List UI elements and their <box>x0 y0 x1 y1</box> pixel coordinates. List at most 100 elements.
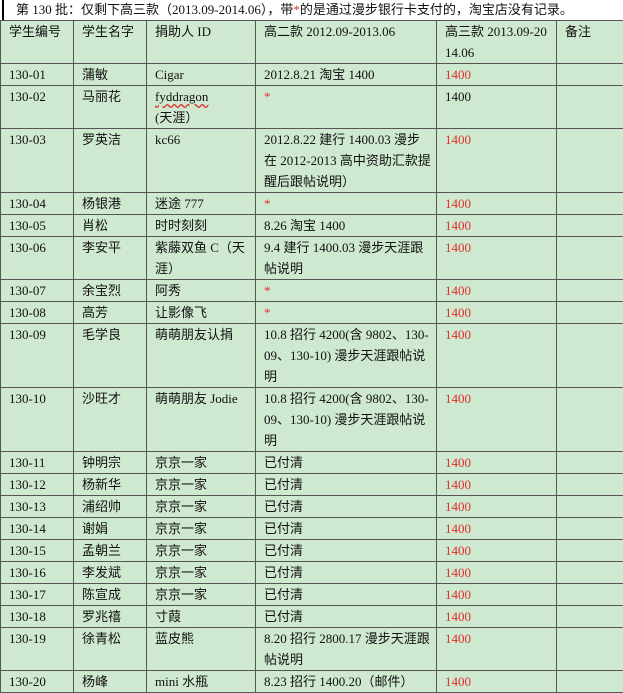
cell-notes <box>557 237 623 280</box>
title-text-after: 的是通过漫步银行卡支付的，淘宝店没有记录。 <box>300 2 573 17</box>
header-notes: 备注 <box>557 21 623 64</box>
cell-donor-id: Cigar <box>147 64 256 86</box>
cell-donor-id: 蓝皮熊 <box>147 628 256 671</box>
cell-donor-id: fyddragon(天涯） <box>147 86 256 129</box>
cell-notes <box>557 302 623 324</box>
cell-student-name: 李发斌 <box>74 562 147 584</box>
cell-donor-id: mini 水瓶 <box>147 671 256 693</box>
cell-student-id: 130-08 <box>1 302 74 324</box>
cell-donor-id: kc66 <box>147 129 256 193</box>
cell-grade3-payment: 1400 <box>437 237 557 280</box>
cell-student-id: 130-01 <box>1 64 74 86</box>
cell-student-id: 130-17 <box>1 584 74 606</box>
cell-grade2-payment: 2012.8.22 建行 1400.03 漫步在 2012-2013 高中资助汇… <box>256 129 437 193</box>
document-title: 第 130 批：仅剩下高三款（2013.09-2014.06），带*的是通过漫步… <box>2 0 623 20</box>
cell-student-name: 高芳 <box>74 302 147 324</box>
cell-donor-id: 京京一家 <box>147 562 256 584</box>
cell-grade2-payment: 已付清 <box>256 496 437 518</box>
cell-student-name: 钟明宗 <box>74 452 147 474</box>
cell-grade2-payment: 10.8 招行 4200(含 9802、130-09、130-10) 漫步天涯跟… <box>256 324 437 388</box>
cell-notes <box>557 584 623 606</box>
cell-grade3-payment: 1400 <box>437 280 557 302</box>
cell-student-name: 杨新华 <box>74 474 147 496</box>
cell-student-id: 130-13 <box>1 496 74 518</box>
cell-notes <box>557 496 623 518</box>
cell-student-id: 130-09 <box>1 324 74 388</box>
header-grade2-payment: 高二款 2012.09-2013.06 <box>256 21 437 64</box>
cell-student-id: 130-20 <box>1 671 74 693</box>
cell-notes <box>557 671 623 693</box>
cell-student-id: 130-19 <box>1 628 74 671</box>
cell-student-name: 蒲敏 <box>74 64 147 86</box>
cell-grade2-payment: * <box>256 193 437 215</box>
cell-student-name: 杨银港 <box>74 193 147 215</box>
cell-grade2-payment: 已付清 <box>256 606 437 628</box>
cell-notes <box>557 324 623 388</box>
cell-donor-id: 京京一家 <box>147 540 256 562</box>
cell-grade2-payment: * <box>256 280 437 302</box>
cell-student-id: 130-14 <box>1 518 74 540</box>
header-grade3-payment: 高三款 2013.09-2014.06 <box>437 21 557 64</box>
cell-grade2-payment: 10.8 招行 4200(含 9802、130-09、130-10) 漫步天涯跟… <box>256 388 437 452</box>
cell-grade2-payment: 已付清 <box>256 452 437 474</box>
cell-notes <box>557 518 623 540</box>
cell-student-name: 李安平 <box>74 237 147 280</box>
cell-notes <box>557 193 623 215</box>
cell-student-id: 130-05 <box>1 215 74 237</box>
cell-grade2-payment: 8.23 招行 1400.20（邮件） <box>256 671 437 693</box>
header-student-name: 学生名字 <box>74 21 147 64</box>
table-header-row: 学生编号 学生名字 捐助人 ID 高二款 2012.09-2013.06 高三款… <box>1 21 623 64</box>
cell-notes <box>557 215 623 237</box>
cell-grade3-payment: 1400 <box>437 518 557 540</box>
cell-student-id: 130-10 <box>1 388 74 452</box>
cell-donor-id: 京京一家 <box>147 496 256 518</box>
cell-grade3-payment: 1400 <box>437 584 557 606</box>
cell-student-name: 余宝烈 <box>74 280 147 302</box>
header-donor-id: 捐助人 ID <box>147 21 256 64</box>
cell-student-name: 沙旺才 <box>74 388 147 452</box>
cell-student-id: 130-06 <box>1 237 74 280</box>
cell-grade3-payment: 1400 <box>437 215 557 237</box>
cell-notes <box>557 388 623 452</box>
cell-student-id: 130-03 <box>1 129 74 193</box>
cell-donor-id: 京京一家 <box>147 474 256 496</box>
title-text-before: 第 130 批：仅剩下高三款（2013.09-2014.06），带 <box>16 2 293 17</box>
cell-grade2-payment: 已付清 <box>256 540 437 562</box>
cell-donor-id: 萌萌朋友 Jodie <box>147 388 256 452</box>
cell-grade2-payment: 已付清 <box>256 518 437 540</box>
cell-student-name: 浦绍帅 <box>74 496 147 518</box>
cell-student-id: 130-12 <box>1 474 74 496</box>
cell-grade3-payment: 1400 <box>437 452 557 474</box>
cell-donor-id: 京京一家 <box>147 452 256 474</box>
cell-grade3-payment: 1400 <box>437 496 557 518</box>
cell-notes <box>557 452 623 474</box>
cell-donor-id: 时时刻刻 <box>147 215 256 237</box>
cell-student-name: 徐青松 <box>74 628 147 671</box>
cell-student-name: 罗兆禧 <box>74 606 147 628</box>
cell-student-name: 肖松 <box>74 215 147 237</box>
cell-grade2-payment: * <box>256 302 437 324</box>
cell-donor-id: 寸葭 <box>147 606 256 628</box>
cell-donor-id: 萌萌朋友认捐 <box>147 324 256 388</box>
cell-student-id: 130-02 <box>1 86 74 129</box>
cell-donor-id: 迷途 777 <box>147 193 256 215</box>
cell-student-id: 130-18 <box>1 606 74 628</box>
cell-student-name: 马丽花 <box>74 86 147 129</box>
cell-grade3-payment: 1400 <box>437 540 557 562</box>
cell-notes <box>557 606 623 628</box>
cell-student-name: 孟朝兰 <box>74 540 147 562</box>
cell-donor-id: 让影像飞 <box>147 302 256 324</box>
cell-donor-id: 阿秀 <box>147 280 256 302</box>
cell-grade2-payment: 8.20 招行 2800.17 漫步天涯跟帖说明 <box>256 628 437 671</box>
cell-grade3-payment: 1400 <box>437 474 557 496</box>
